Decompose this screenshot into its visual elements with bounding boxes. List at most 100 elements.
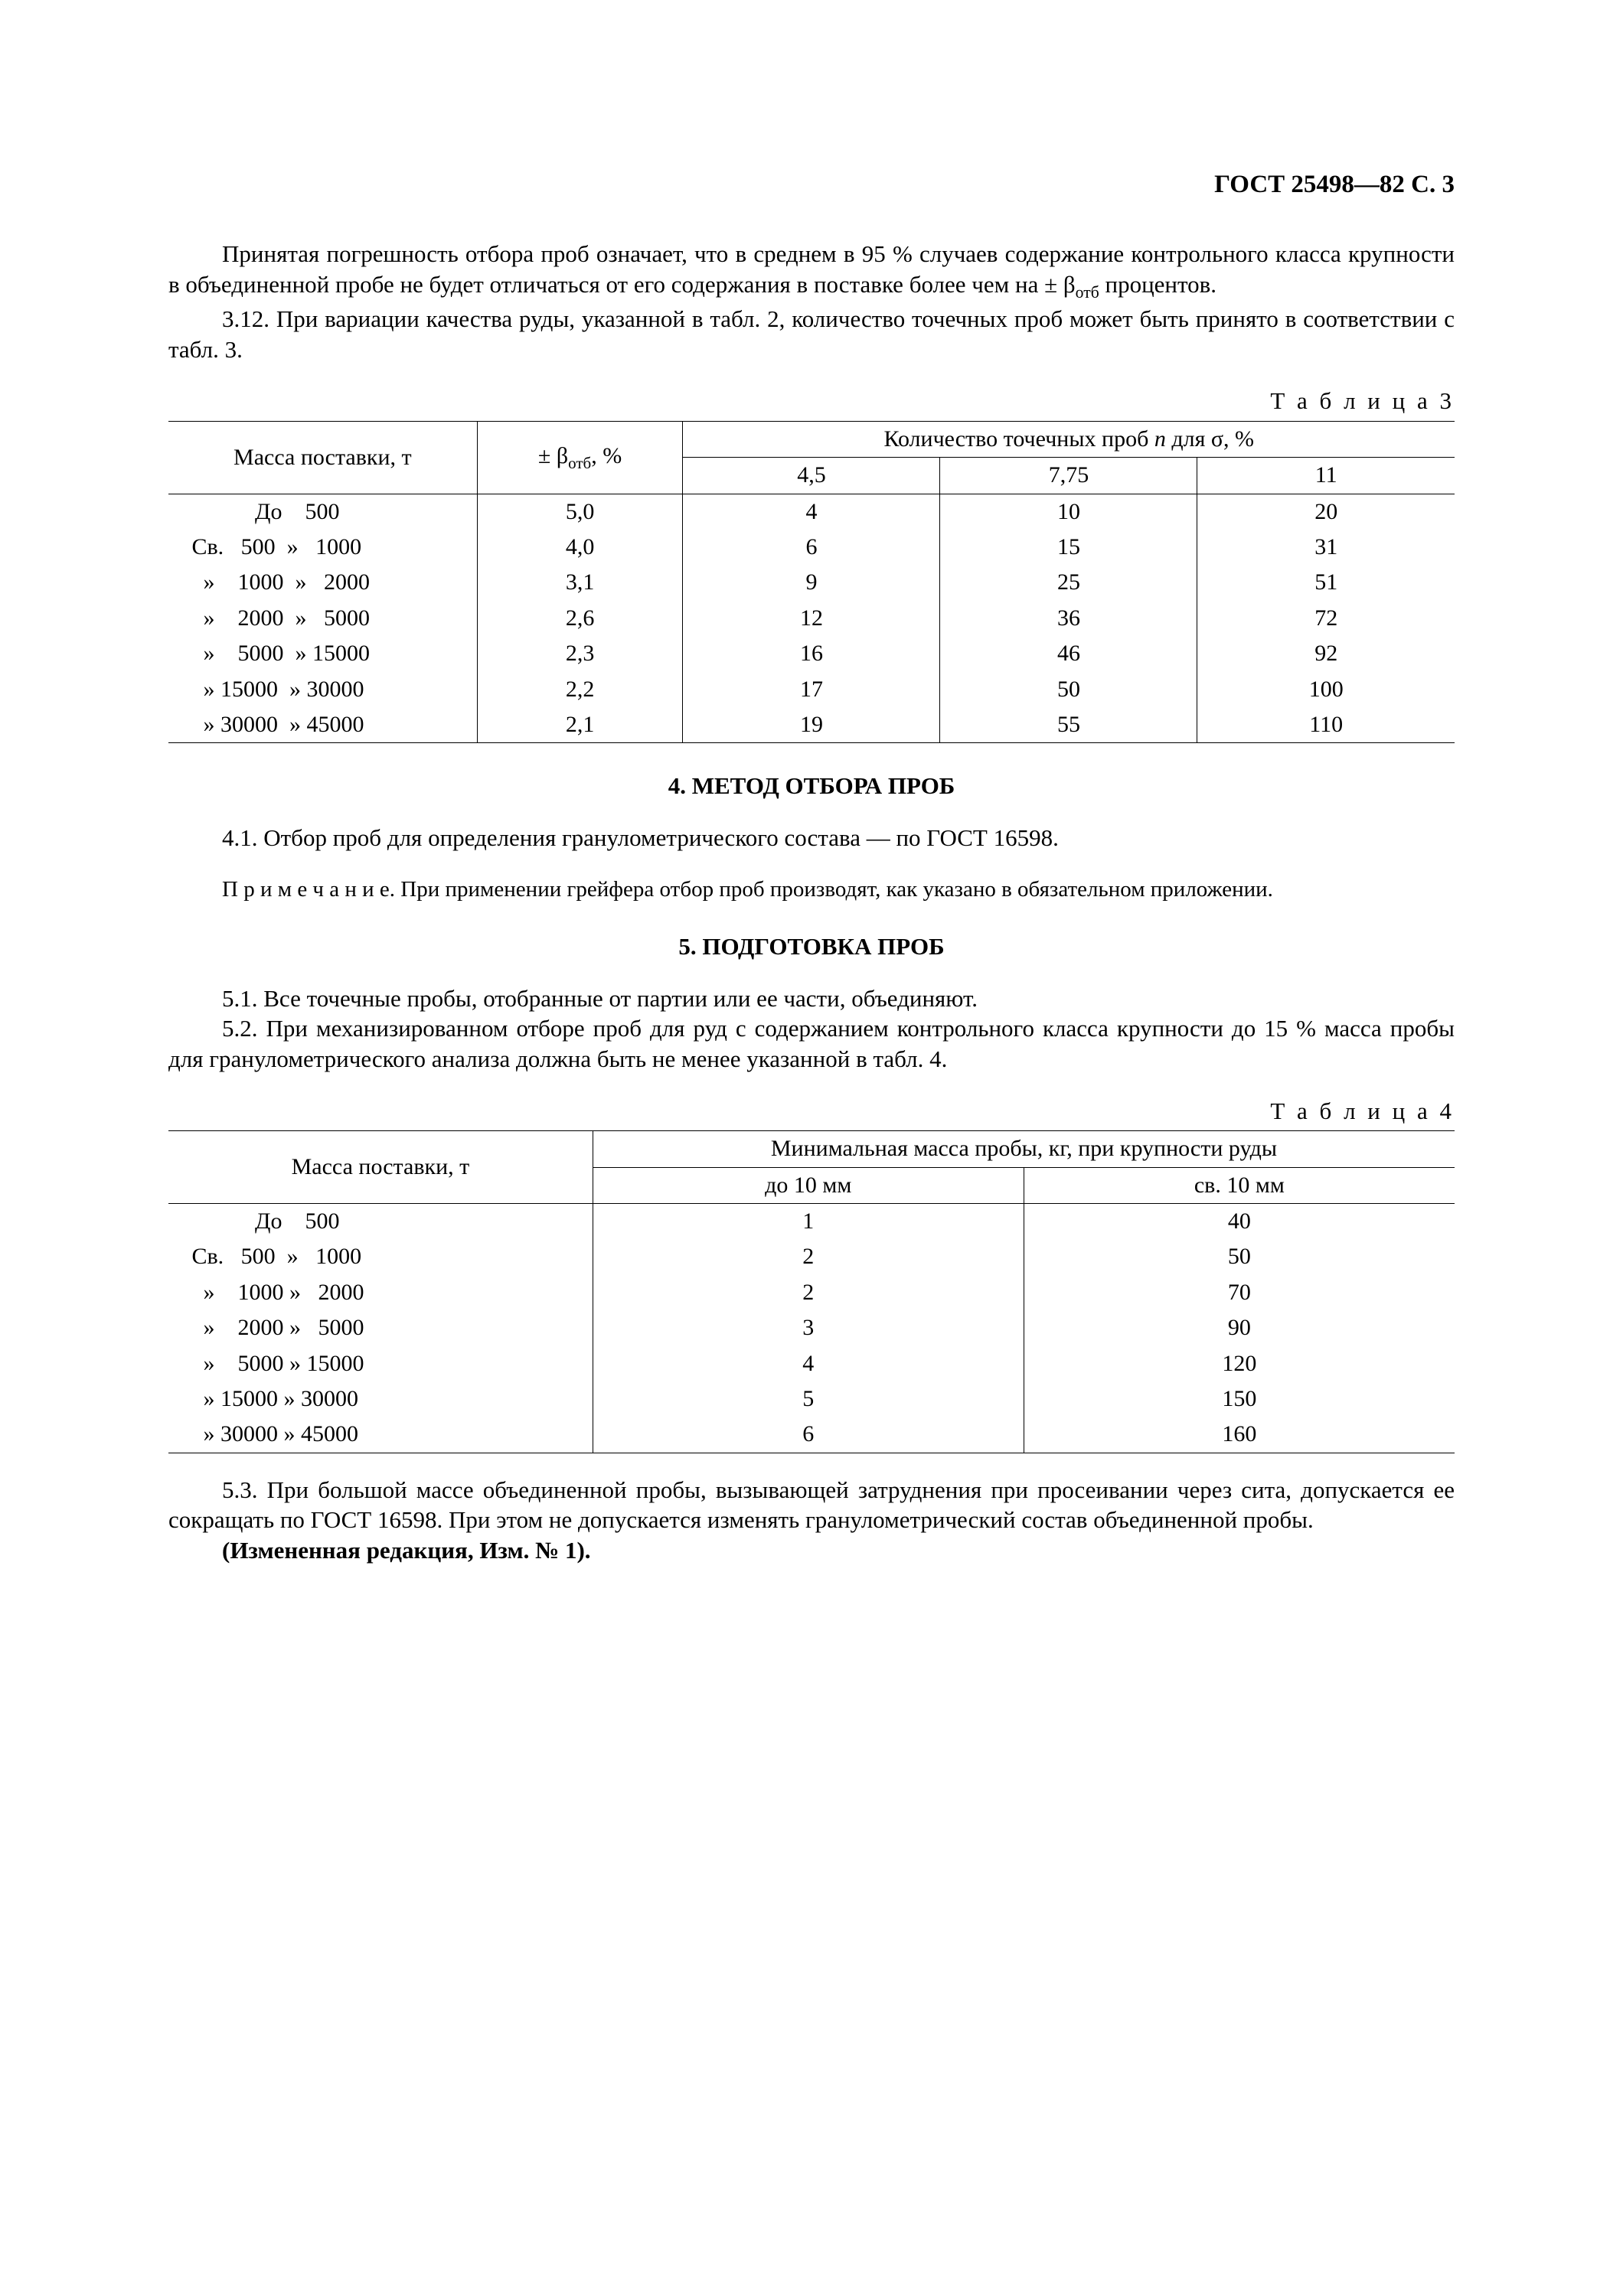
t4-r3-m: » 2000 » 5000 xyxy=(168,1310,593,1345)
t4-r3-c1: 3 xyxy=(593,1310,1024,1345)
t4-r6-m: » 30000 » 45000 xyxy=(168,1417,593,1453)
table-row: » 15000 » 300005150 xyxy=(168,1381,1455,1417)
t3-r4-m: » 5000 » 15000 xyxy=(168,636,477,671)
t4-r4-c2: 120 xyxy=(1024,1346,1455,1381)
paragraph-5-1: 5.1. Все точечные пробы, отобранные от п… xyxy=(168,983,1455,1014)
t3-sigma3: 11 xyxy=(1197,458,1455,494)
t4-r2-m: » 1000 » 2000 xyxy=(168,1275,593,1310)
t3-r2-m: » 1000 » 2000 xyxy=(168,565,477,600)
t4-r6-c1: 6 xyxy=(593,1417,1024,1453)
paragraph-3-12: 3.12. При вариации качества руды, указан… xyxy=(168,304,1455,364)
paragraph-5-4: (Измененная редакция, Изм. № 1). xyxy=(168,1535,1455,1566)
t3-r1-c3: 31 xyxy=(1197,530,1455,565)
t4-r4-c1: 4 xyxy=(593,1346,1024,1381)
paragraph-4-1: 4.1. Отбор проб для определения гранулом… xyxy=(168,823,1455,853)
t3-r4-c3: 92 xyxy=(1197,636,1455,671)
table-row: » 1000 » 2000270 xyxy=(168,1275,1455,1310)
page: ГОСТ 25498—82 С. 3 Принятая погрешность … xyxy=(0,0,1623,2296)
t4-sub2: св. 10 мм xyxy=(1024,1167,1455,1203)
table-row: » 30000 » 450006160 xyxy=(168,1417,1455,1453)
table-row: Св. 500 » 10004,061531 xyxy=(168,530,1455,565)
t4-r6-c2: 160 xyxy=(1024,1417,1455,1453)
note-4: П р и м е ч а н и е. При применении грей… xyxy=(168,876,1455,904)
t4-sub1: до 10 мм xyxy=(593,1167,1024,1203)
t4-span-header: Минимальная масса пробы, кг, при крупнос… xyxy=(593,1131,1455,1167)
t3-r1-c1: 6 xyxy=(683,530,940,565)
t3-r1-c2: 15 xyxy=(940,530,1197,565)
t3-span-post: для σ, % xyxy=(1166,426,1254,452)
t4-r2-c2: 70 xyxy=(1024,1275,1455,1310)
para1-tail: процентов. xyxy=(1099,271,1216,298)
t3-col2-post: , % xyxy=(591,443,622,468)
t3-r2-b: 3,1 xyxy=(477,565,683,600)
t3-span-header: Количество точечных проб n для σ, % xyxy=(683,421,1455,457)
table-row: » 5000 » 150002,3164692 xyxy=(168,636,1455,671)
t3-r2-c3: 51 xyxy=(1197,565,1455,600)
paragraph-intro: Принятая погрешность отбора проб означае… xyxy=(168,239,1455,304)
t3-r3-c3: 72 xyxy=(1197,601,1455,636)
t3-r0-c1: 4 xyxy=(683,494,940,530)
t3-r4-b: 2,3 xyxy=(477,636,683,671)
t4-r0-m: До 500 xyxy=(168,1203,593,1239)
table3-label: Т а б л и ц а 3 xyxy=(168,386,1455,416)
t4-r0-c2: 40 xyxy=(1024,1203,1455,1239)
table-row: » 2000 » 5000390 xyxy=(168,1310,1455,1345)
t4-r1-c2: 50 xyxy=(1024,1239,1455,1274)
t4-r5-c1: 5 xyxy=(593,1381,1024,1417)
t3-col2-sub: отб xyxy=(568,454,591,472)
paragraph-5-2: 5.2. При механизированном отборе проб дл… xyxy=(168,1013,1455,1074)
table-row: » 15000 » 300002,21750100 xyxy=(168,672,1455,707)
section-4-title: 4. МЕТОД ОТБОРА ПРОБ xyxy=(168,771,1455,801)
t3-r0-m: До 500 xyxy=(168,494,477,530)
table4-label: Т а б л и ц а 4 xyxy=(168,1096,1455,1127)
t3-span-i: n xyxy=(1154,426,1166,452)
t3-r1-b: 4,0 xyxy=(477,530,683,565)
t4-r5-m: » 15000 » 30000 xyxy=(168,1381,593,1417)
t3-r6-b: 2,1 xyxy=(477,707,683,743)
t3-col2-header: ± βотб, % xyxy=(477,421,683,494)
t3-r3-b: 2,6 xyxy=(477,601,683,636)
paragraph-5-3: 5.3. При большой массе объединенной проб… xyxy=(168,1475,1455,1535)
t3-r4-c1: 16 xyxy=(683,636,940,671)
t3-r5-b: 2,2 xyxy=(477,672,683,707)
t3-r5-c3: 100 xyxy=(1197,672,1455,707)
t3-span-pre: Количество точечных проб xyxy=(883,426,1154,452)
table-row: До 500140 xyxy=(168,1203,1455,1239)
t3-r2-c1: 9 xyxy=(683,565,940,600)
t4-r1-m: Св. 500 » 1000 xyxy=(168,1239,593,1274)
para1-sub: отб xyxy=(1076,283,1099,302)
t3-r2-c2: 25 xyxy=(940,565,1197,600)
t4-r3-c2: 90 xyxy=(1024,1310,1455,1345)
table-row: » 30000 » 450002,11955110 xyxy=(168,707,1455,743)
t3-r6-c3: 110 xyxy=(1197,707,1455,743)
t4-r5-c2: 150 xyxy=(1024,1381,1455,1417)
table-row: До 5005,041020 xyxy=(168,494,1455,530)
t4-r2-c1: 2 xyxy=(593,1275,1024,1310)
t3-r6-c2: 55 xyxy=(940,707,1197,743)
t4-r1-c1: 2 xyxy=(593,1239,1024,1274)
page-header: ГОСТ 25498—82 С. 3 xyxy=(168,168,1455,201)
t4-col1-header: Масса поставки, т xyxy=(168,1131,593,1204)
t3-r1-m: Св. 500 » 1000 xyxy=(168,530,477,565)
t3-r0-c3: 20 xyxy=(1197,494,1455,530)
t3-col2-pre: ± β xyxy=(538,443,568,468)
t4-r0-c1: 1 xyxy=(593,1203,1024,1239)
t3-r0-b: 5,0 xyxy=(477,494,683,530)
table-4: Масса поставки, т Минимальная масса проб… xyxy=(168,1130,1455,1453)
t3-r5-c1: 17 xyxy=(683,672,940,707)
table-row: Св. 500 » 1000250 xyxy=(168,1239,1455,1274)
t3-r3-c2: 36 xyxy=(940,601,1197,636)
section-5-title: 5. ПОДГОТОВКА ПРОБ xyxy=(168,931,1455,962)
t3-r3-c1: 12 xyxy=(683,601,940,636)
t3-sigma2: 7,75 xyxy=(940,458,1197,494)
t3-r6-m: » 30000 » 45000 xyxy=(168,707,477,743)
t3-col1-header: Масса поставки, т xyxy=(168,421,477,494)
table-row: » 5000 » 150004120 xyxy=(168,1346,1455,1381)
para1-text: Принятая погрешность отбора проб означае… xyxy=(168,240,1455,298)
t3-r6-c1: 19 xyxy=(683,707,940,743)
t3-r5-m: » 15000 » 30000 xyxy=(168,672,477,707)
t4-r4-m: » 5000 » 15000 xyxy=(168,1346,593,1381)
t3-r0-c2: 10 xyxy=(940,494,1197,530)
t3-r3-m: » 2000 » 5000 xyxy=(168,601,477,636)
t3-r4-c2: 46 xyxy=(940,636,1197,671)
